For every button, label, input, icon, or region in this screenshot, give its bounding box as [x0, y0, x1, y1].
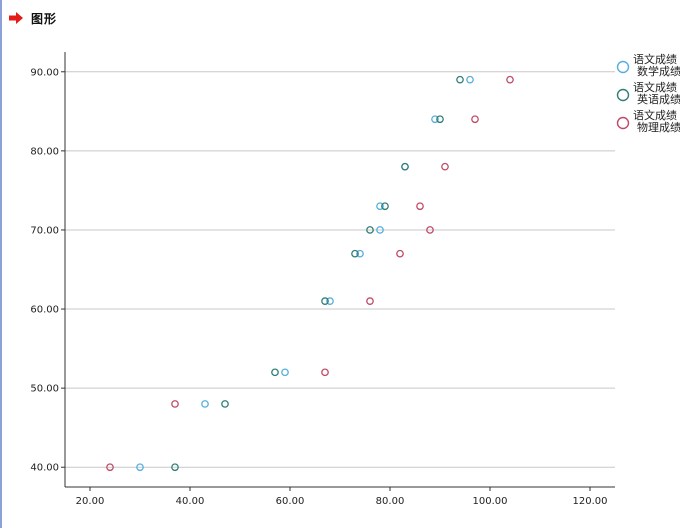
scatter-point-series-3 [321, 368, 329, 377]
scatter-point-series-2 [321, 297, 329, 305]
scatter-point-series-1 [201, 400, 209, 408]
scatter-point-series-1 [466, 75, 474, 84]
scatter-point-series-3 [471, 115, 479, 124]
x-tick-label: 40.00 [176, 496, 205, 507]
scatter-point-series-3 [106, 463, 114, 472]
y-tick-label: 40.00 [30, 463, 59, 474]
scatter-point-series-1 [281, 368, 289, 377]
scatter-point-series-2 [456, 75, 464, 84]
x-tick-label: 120.00 [573, 496, 608, 507]
scatter-point-series-2 [271, 368, 279, 377]
scatter-point-series-3 [426, 226, 434, 234]
scatter-point-series-3 [506, 75, 514, 84]
scatter-point-series-1 [431, 115, 439, 124]
legend-label: 物理成绩 [637, 120, 680, 134]
scatter-point-series-3 [441, 162, 449, 171]
y-tick-label: 80.00 [30, 146, 59, 157]
scatter-point-series-2 [436, 115, 444, 124]
legend-label: 数学成绩 [637, 64, 680, 78]
section-title: 图形 [31, 11, 58, 26]
x-tick-label: 60.00 [276, 496, 305, 507]
left-border [0, 0, 2, 528]
scatter-point-series-1 [376, 202, 384, 211]
x-tick-label: 100.00 [473, 496, 508, 507]
y-tick-label: 50.00 [30, 384, 59, 395]
red-arrow-icon [9, 12, 23, 24]
scatter-point-series-3 [171, 400, 179, 408]
output-header: 图形 [8, 9, 57, 27]
legend-label: 语文成绩 [633, 80, 677, 94]
scatter-point-series-1 [356, 249, 364, 258]
y-tick-label: 90.00 [30, 67, 59, 78]
x-tick-label: 20.00 [76, 496, 105, 507]
scatter-point-series-3 [366, 297, 374, 305]
legend-marker [616, 88, 630, 102]
scatter-point-series-1 [136, 463, 144, 472]
legend-label: 英语成绩 [637, 92, 680, 106]
legend-label: 语文成绩 [633, 108, 677, 122]
legend-marker [616, 116, 630, 130]
scatter-point-series-3 [416, 202, 424, 211]
scatter-point-series-2 [171, 463, 179, 472]
scatter-point-series-2 [221, 400, 229, 408]
y-tick-label: 60.00 [30, 305, 59, 316]
x-tick-label: 80.00 [376, 496, 405, 507]
scatter-point-series-3 [396, 249, 404, 258]
legend-marker [616, 60, 630, 74]
scatter-point-series-2 [401, 162, 409, 171]
scatter-point-series-2 [381, 202, 389, 211]
scatter-point-series-1 [326, 297, 334, 305]
scatter-point-series-1 [376, 226, 384, 234]
legend-label: 语文成绩 [633, 52, 677, 66]
scatter-point-series-2 [366, 226, 374, 234]
scatter-point-series-2 [351, 249, 359, 258]
y-tick-label: 70.00 [30, 225, 59, 236]
